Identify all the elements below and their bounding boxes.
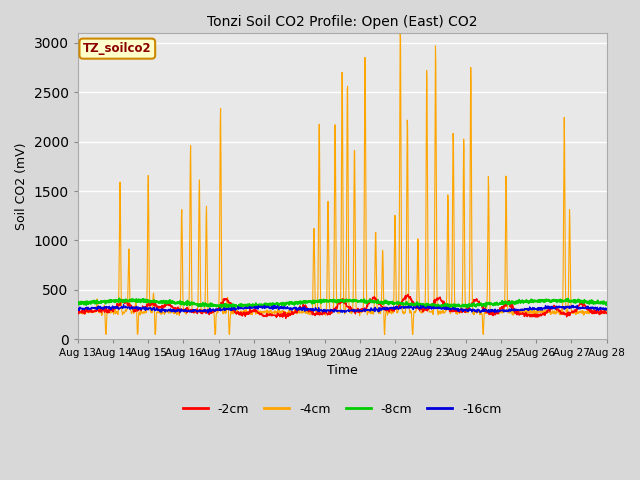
Legend: -2cm, -4cm, -8cm, -16cm: -2cm, -4cm, -8cm, -16cm <box>178 397 507 420</box>
X-axis label: Time: Time <box>327 364 358 377</box>
Title: Tonzi Soil CO2 Profile: Open (East) CO2: Tonzi Soil CO2 Profile: Open (East) CO2 <box>207 15 477 29</box>
Text: TZ_soilco2: TZ_soilco2 <box>83 42 152 55</box>
Y-axis label: Soil CO2 (mV): Soil CO2 (mV) <box>15 143 28 230</box>
